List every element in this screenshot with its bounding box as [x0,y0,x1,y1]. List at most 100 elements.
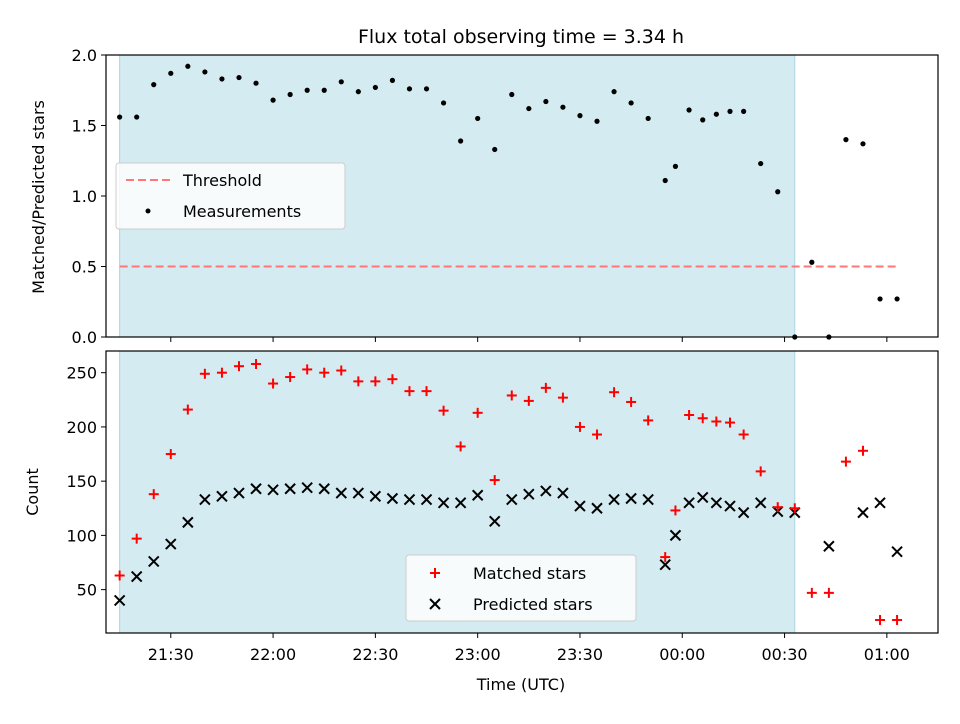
x-tick-label: 22:30 [352,645,398,664]
matched-point [421,386,432,397]
x-stroke [523,488,535,500]
measurement-point [843,137,849,143]
matched-point [626,396,637,407]
matched-point [387,374,398,385]
x-stroke [823,540,835,552]
predicted-point [737,506,750,519]
matched-point [840,456,851,467]
matched-point [506,390,517,401]
measurement-point [321,87,327,93]
x-stroke [506,493,518,506]
x-stroke [659,558,671,571]
x-stroke [737,506,750,519]
x-stroke [857,506,869,519]
measurement-point [577,113,583,119]
x-tick-label: 00:00 [659,645,705,664]
matched-point [336,365,347,376]
measurement-point [270,97,276,103]
x-stroke [489,515,501,527]
predicted-point [540,485,552,497]
predicted-point [148,555,160,568]
x-stroke [754,497,767,509]
matched-point [148,489,159,500]
predicted-point [335,487,347,499]
top-y-tick-label: 1.5 [72,117,97,136]
predicted-point [165,538,177,550]
x-stroke [608,493,620,506]
x-stroke [182,516,194,529]
predicted-point [659,558,671,571]
matched-point [755,466,766,477]
bottom-legend: Matched stars Predicted stars [405,554,637,622]
measurement-point [686,107,692,113]
measurement-point [236,74,242,81]
matched-point [165,449,176,460]
matched-point [857,445,868,456]
matched-legend-label: Matched stars [473,564,586,583]
predicted-legend-swatch [429,598,441,610]
predicted-point [267,484,279,496]
matched-point [823,587,834,598]
predicted-point [284,483,296,495]
matched-point [660,552,671,563]
measurements-legend-label: Measurements [183,202,301,221]
x-stroke [369,490,382,503]
x-stroke [891,545,903,558]
measurement-point [406,86,413,92]
top-panel: 0.00.51.01.52.0 Matched/Predicted stars … [29,46,939,347]
x-stroke [335,487,347,499]
top-y-tick-label: 0.0 [72,328,97,347]
matched-point [806,587,817,598]
predicted-point [182,516,194,529]
measurement-point [758,160,764,167]
measurement-point [526,105,532,112]
measurement-point [611,89,617,95]
x-stroke [216,490,228,503]
matched-point [199,368,210,379]
matched-point [643,415,654,426]
x-tick-label: 23:00 [455,645,501,664]
measurement-point [134,114,140,120]
matched-point [875,614,886,625]
predicted-point [625,492,637,505]
x-stroke [165,538,177,550]
measurement-point [543,98,549,105]
x-stroke [710,497,723,509]
measurement-point [117,114,123,120]
x-stroke [301,481,313,494]
predicted-point [403,493,416,506]
x-stroke [697,491,709,504]
predicted-point [454,497,467,509]
x-axis-label: Time (UTC) [476,675,565,694]
matched-point [114,570,125,581]
matched-point [574,421,585,432]
bottom-panel-frame [105,350,939,634]
predicted-point [369,490,382,503]
measurement-point [628,100,634,106]
bottom-y-tick-label: 200 [66,418,97,437]
measurement-point [894,296,900,302]
matched-point [697,413,708,424]
measurement-point [372,84,378,91]
matched-point [725,417,735,428]
x-stroke [471,489,484,501]
matched-point [711,416,722,427]
matched-point [892,614,903,625]
matched-point [609,387,620,398]
predicted-point [642,493,654,506]
measurement-point [700,117,706,123]
measurement-point [355,89,361,95]
bottom-y-tick-label: 100 [66,526,97,545]
matched-point [523,395,534,406]
x-stroke [352,487,365,499]
predicted-point [318,483,330,495]
predicted-point [591,502,603,514]
x-stroke [386,492,399,505]
measurements-legend-swatch [145,208,151,214]
predicted-point [250,483,262,495]
bottom-y-axis-label: Count [23,468,42,516]
matched-point [489,475,500,486]
measurement-point [338,79,344,85]
bottom-y-tick-label: 150 [66,472,97,491]
predicted-point [874,497,886,509]
